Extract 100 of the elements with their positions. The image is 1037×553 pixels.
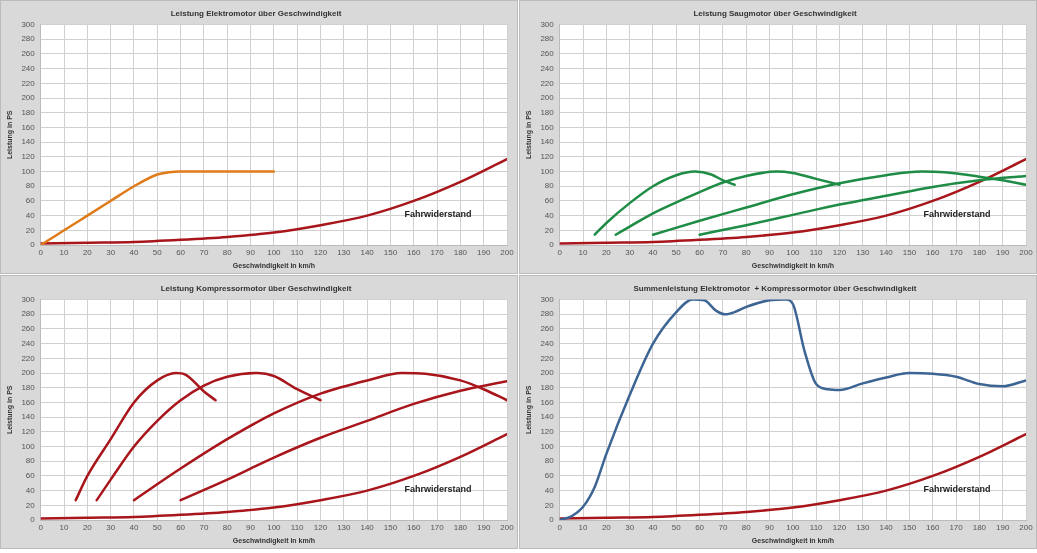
x-tick-label: 100 xyxy=(267,523,282,532)
x-tick-label: 70 xyxy=(718,248,728,257)
x-tick-label: 40 xyxy=(648,248,658,257)
y-tick-label: 280 xyxy=(21,34,36,44)
x-tick-label: 60 xyxy=(176,248,186,257)
x-tick-label: 90 xyxy=(246,248,256,257)
y-tick-label: 160 xyxy=(540,397,555,407)
chart-title: Leistung Elektromotor über Geschwindigkeit xyxy=(170,9,342,18)
y-tick-label: 100 xyxy=(540,166,555,176)
x-tick-label: 170 xyxy=(949,523,964,532)
chart-title: Summenleistung Elektromotor + Kompressormotor über Geschwindigkeit xyxy=(633,284,917,293)
x-tick-label: 140 xyxy=(879,248,894,257)
y-tick-label: 160 xyxy=(21,397,36,407)
annotation: Fahrwiderstand xyxy=(923,483,991,494)
x-tick-label: 30 xyxy=(106,248,116,257)
y-tick-label: 80 xyxy=(25,456,36,466)
x-tick-label: 120 xyxy=(832,523,847,532)
x-tick-label: 10 xyxy=(578,523,589,532)
x-tick-label: 120 xyxy=(313,248,328,257)
y-tick-label: 260 xyxy=(21,324,36,334)
x-tick-label: 100 xyxy=(786,523,801,532)
y-tick-label: 0 xyxy=(30,240,36,250)
x-tick-label: 90 xyxy=(765,248,775,257)
x-tick-label: 80 xyxy=(222,523,233,532)
y-tick-label: 100 xyxy=(21,166,36,176)
y-tick-label: 240 xyxy=(21,338,36,348)
x-tick-label: 120 xyxy=(313,523,328,532)
y-tick-label: 40 xyxy=(25,485,36,495)
y-tick-label: 220 xyxy=(21,353,36,363)
x-tick-label: 190 xyxy=(996,523,1010,532)
x-tick-label: 50 xyxy=(671,523,682,532)
x-tick-label: 100 xyxy=(267,248,282,257)
y-tick-label: 280 xyxy=(540,34,555,44)
y-tick-label: 140 xyxy=(540,137,555,147)
x-tick-label: 60 xyxy=(695,523,705,532)
x-tick-label: 30 xyxy=(625,523,635,532)
y-tick-label: 200 xyxy=(21,93,36,103)
x-tick-label: 70 xyxy=(718,523,728,532)
y-tick-label: 280 xyxy=(540,309,555,319)
y-tick-label: 0 xyxy=(30,515,36,525)
y-tick-label: 120 xyxy=(540,427,555,437)
x-tick-label: 50 xyxy=(152,523,163,532)
y-tick-label: 80 xyxy=(544,456,555,466)
y-tick-label: 200 xyxy=(21,368,36,378)
x-tick-label: 200 xyxy=(500,248,515,257)
y-tick-label: 80 xyxy=(544,181,555,191)
y-tick-label: 240 xyxy=(540,63,555,73)
y-tick-label: 160 xyxy=(21,122,36,132)
y-tick-label: 20 xyxy=(25,500,36,510)
y-tick-label: 40 xyxy=(544,210,555,220)
x-tick-label: 200 xyxy=(1019,248,1034,257)
y-tick-label: 100 xyxy=(21,441,36,451)
x-tick-label: 150 xyxy=(902,248,917,257)
x-tick-label: 90 xyxy=(765,523,775,532)
x-tick-label: 130 xyxy=(856,248,871,257)
y-tick-label: 140 xyxy=(21,412,36,422)
x-tick-label: 140 xyxy=(360,248,375,257)
x-tick-label: 20 xyxy=(601,248,612,257)
y-tick-label: 260 xyxy=(540,324,555,334)
y-tick-label: 180 xyxy=(21,382,36,392)
y-tick-label: 140 xyxy=(540,412,555,422)
y-tick-label: 300 xyxy=(21,19,36,29)
x-tick-label: 180 xyxy=(972,523,987,532)
x-tick-label: 200 xyxy=(500,523,515,532)
y-tick-label: 200 xyxy=(540,368,555,378)
x-tick-label: 70 xyxy=(199,248,209,257)
y-tick-label: 0 xyxy=(549,515,555,525)
x-tick-label: 130 xyxy=(337,523,352,532)
y-tick-label: 160 xyxy=(540,122,555,132)
x-tick-label: 40 xyxy=(129,523,139,532)
x-tick-label: 100 xyxy=(786,248,801,257)
x-tick-label: 190 xyxy=(996,248,1010,257)
y-tick-label: 40 xyxy=(544,485,555,495)
chart-title: Leistung Saugmotor über Geschwindigkeit xyxy=(693,9,857,18)
x-tick-label: 140 xyxy=(360,523,375,532)
annotation: Fahrwiderstand xyxy=(923,208,991,219)
y-tick-label: 180 xyxy=(21,107,36,117)
chart-title: Leistung Kompressormotor über Geschwindigkeit xyxy=(160,284,352,293)
y-tick-label: 180 xyxy=(540,382,555,392)
x-tick-label: 150 xyxy=(383,523,398,532)
x-tick-label: 0 xyxy=(38,523,44,532)
x-tick-label: 160 xyxy=(926,523,940,532)
x-tick-label: 80 xyxy=(222,248,233,257)
y-tick-label: 120 xyxy=(21,152,36,162)
x-tick-label: 170 xyxy=(949,248,964,257)
y-tick-label: 60 xyxy=(25,471,36,481)
y-tick-label: 220 xyxy=(540,353,555,363)
x-tick-label: 160 xyxy=(407,248,421,257)
y-tick-label: 300 xyxy=(540,294,555,304)
y-tick-label: 200 xyxy=(540,93,555,103)
y-tick-label: 20 xyxy=(544,500,555,510)
x-tick-label: 180 xyxy=(972,248,987,257)
x-tick-label: 190 xyxy=(477,523,491,532)
x-tick-label: 160 xyxy=(926,248,940,257)
x-tick-label: 130 xyxy=(856,523,871,532)
x-tick-label: 20 xyxy=(82,248,93,257)
x-tick-label: 70 xyxy=(199,523,209,532)
y-tick-label: 20 xyxy=(544,225,555,235)
y-tick-label: 140 xyxy=(21,137,36,147)
y-tick-label: 0 xyxy=(549,240,555,250)
